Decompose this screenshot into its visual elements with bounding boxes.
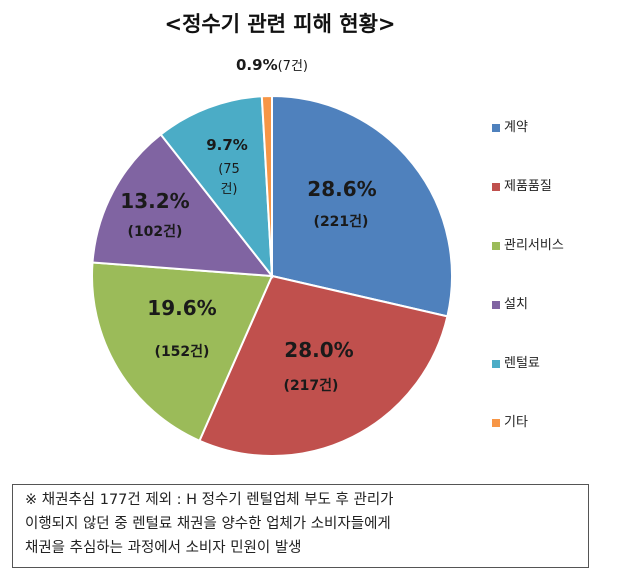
label-기타-percent: 0.9% <box>236 56 278 74</box>
footnote-line-1: ※ 채권추심 177건 제외 : H 정수기 렌털업체 부도 후 관리가 <box>25 492 394 508</box>
pie-slice-렌털료 <box>159 95 274 280</box>
label-제품품질-percent: 28.0% <box>284 338 353 362</box>
legend-swatch <box>492 124 500 132</box>
pie-slices <box>91 94 453 457</box>
label-관리서비스-count: (152건) <box>155 343 210 360</box>
legend: 계약 제품품질 관리서비스 설치 렌털료 기타 <box>492 118 620 472</box>
label-계약-percent: 28.6% <box>307 177 376 201</box>
label-렌털료-count-line2: 건) <box>220 182 237 197</box>
label-제품품질-count: (217건) <box>284 377 339 394</box>
legend-label: 관리서비스 <box>504 238 564 253</box>
footnote-line-2: 이행되지 않던 중 렌털료 채권을 양수한 업체가 소비자들에게 <box>25 516 391 532</box>
chart-title: <정수기 관련 피해 현황> <box>164 12 396 36</box>
legend-label: 계약 <box>504 120 528 135</box>
legend-swatch <box>492 242 500 250</box>
label-렌털료-percent: 9.7% <box>206 136 248 154</box>
label-설치-percent: 13.2% <box>120 189 189 213</box>
pie-slice-기타 <box>260 94 273 277</box>
label-설치-count: (102건) <box>128 223 183 240</box>
pie-slice-계약 <box>271 94 453 318</box>
label-기타-count: (7건) <box>278 59 308 74</box>
legend-item-관리서비스: 관리서비스 <box>492 236 620 256</box>
legend-label: 제품품질 <box>504 179 552 194</box>
legend-swatch <box>492 419 500 427</box>
footnote-box: ※ 채권추심 177건 제외 : H 정수기 렌털업체 부도 후 관리가 이행되… <box>12 484 589 568</box>
pie-chart: 28.6% (221건) 28.0% (217건) 19.6% (152건) 1… <box>91 56 453 457</box>
legend-label: 설치 <box>504 297 528 312</box>
legend-label: 렌털료 <box>504 356 540 371</box>
legend-item-설치: 설치 <box>492 295 620 315</box>
label-관리서비스-percent: 19.6% <box>147 296 216 320</box>
legend-item-계약: 계약 <box>492 118 620 138</box>
label-기타: 0.9%(7건) <box>236 56 308 74</box>
legend-swatch <box>492 183 500 191</box>
pie-slice-설치 <box>91 133 275 278</box>
pie-slice-관리서비스 <box>91 261 274 443</box>
legend-item-제품품질: 제품품질 <box>492 177 620 197</box>
legend-item-렌털료: 렌털료 <box>492 354 620 374</box>
legend-item-기타: 기타 <box>492 413 620 433</box>
label-계약-count: (221건) <box>314 213 369 230</box>
pie-slice-제품품질 <box>198 274 449 457</box>
legend-swatch <box>492 360 500 368</box>
legend-swatch <box>492 301 500 309</box>
footnote-line-3: 채권을 추심하는 과정에서 소비자 민원이 발생 <box>25 540 302 556</box>
legend-label: 기타 <box>504 415 528 430</box>
label-렌털료-count-line1: (75 <box>218 162 240 177</box>
